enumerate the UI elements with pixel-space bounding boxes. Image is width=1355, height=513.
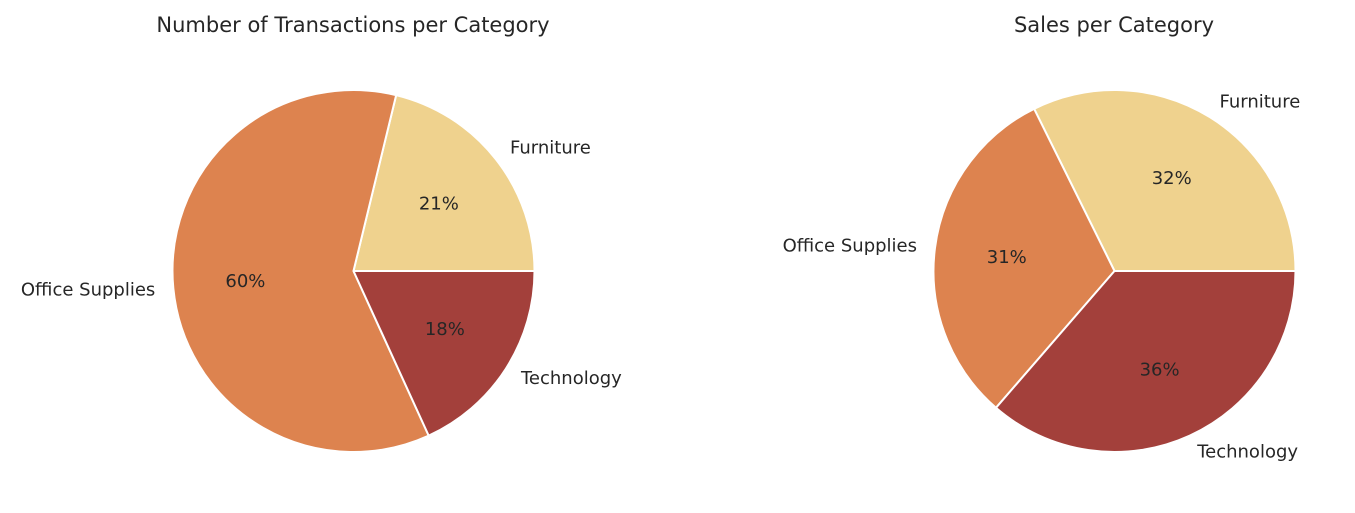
pie-slice-furniture [352,94,536,272]
pie-labels: Furniture 21% Office Supplies 60% Technology… [21,137,622,389]
pie-slices [932,89,1297,453]
percent-label-office-supplies: 60% [225,271,265,292]
pie-slice-technology [994,270,1297,453]
percent-label-furniture: 21% [419,193,459,214]
category-label-furniture: Furniture [1219,91,1300,112]
category-label-office-supplies: Office Supplies [21,279,155,300]
pie-labels: Furniture 32% Office Supplies 31% Technology… [783,91,1301,462]
chart-title-transactions: Number of Transactions per Category [156,13,549,37]
category-label-furniture: Furniture [510,137,591,158]
category-label-technology: Technology [1196,442,1298,463]
pie-chart-sales: Sales per Category Furniture 32% Office Su… [783,13,1301,463]
pie-slice-furniture [1033,89,1297,272]
pie-slices [171,89,536,453]
pie-slice-office-supplies [932,107,1116,409]
pie-slice-technology [352,270,536,437]
pie-slice-office-supplies [171,89,430,453]
pie-chart-transactions: Number of Transactions per Category Furn… [21,13,622,453]
category-label-technology: Technology [520,368,622,389]
chart-title-sales: Sales per Category [1014,13,1214,37]
percent-label-office-supplies: 31% [987,247,1027,268]
percent-label-technology: 36% [1140,359,1180,380]
category-label-office-supplies: Office Supplies [783,235,917,256]
percent-label-technology: 18% [425,319,465,340]
percent-label-furniture: 32% [1152,168,1192,189]
